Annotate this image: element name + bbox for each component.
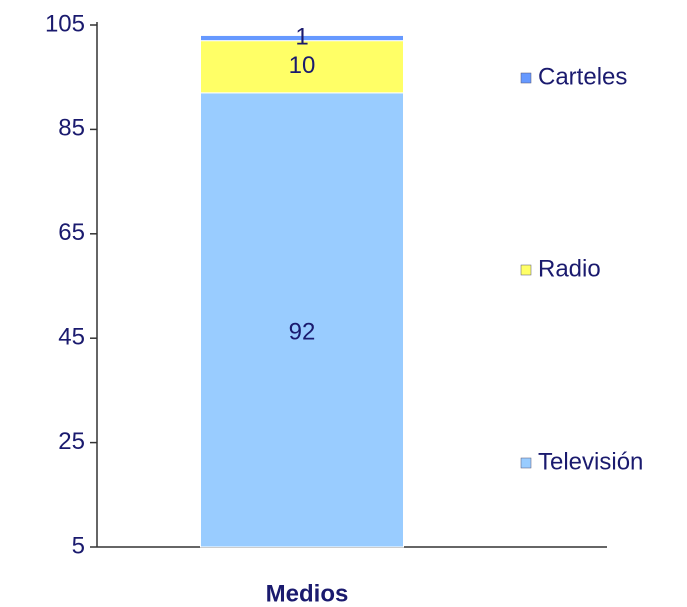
legend-marker	[520, 457, 532, 469]
legend-marker	[520, 72, 532, 84]
legend-marker	[520, 264, 532, 276]
y-tick-label: 25	[58, 428, 85, 455]
y-tick-label: 45	[58, 324, 85, 351]
bar-segment	[200, 92, 404, 548]
x-tick-label: Medios	[266, 580, 349, 607]
legend-label: Televisión	[538, 448, 643, 475]
bar-segment	[200, 40, 404, 94]
value-label: 1	[295, 23, 308, 50]
legend-label: Carteles	[538, 63, 627, 90]
y-tick-label: 5	[72, 532, 85, 559]
value-label: 92	[289, 318, 316, 345]
bar-segment	[200, 34, 404, 42]
legend-label: Radio	[538, 255, 601, 282]
y-tick-label: 105	[45, 10, 85, 37]
value-label: 10	[289, 52, 316, 79]
y-tick-label: 65	[58, 219, 85, 246]
y-tick-label: 85	[58, 115, 85, 142]
